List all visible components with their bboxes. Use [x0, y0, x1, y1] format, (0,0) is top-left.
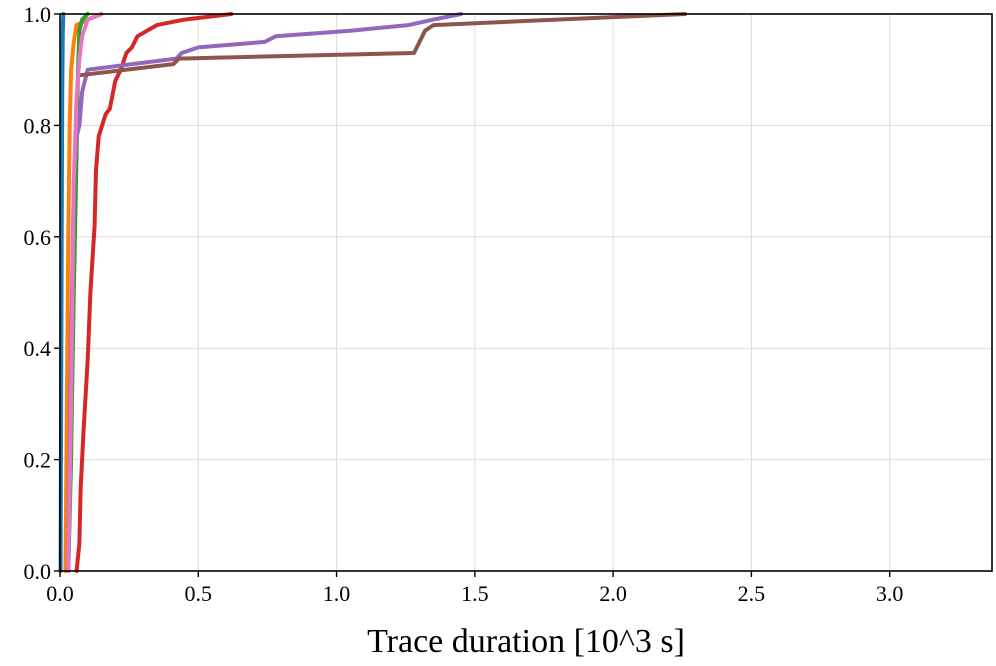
grid-layer: [60, 14, 992, 571]
series-red-line: [74, 12, 234, 573]
x-tick-label: 3.0: [876, 581, 904, 606]
x-tick-label: 0.5: [185, 581, 213, 606]
x-tick-label: 2.0: [599, 581, 627, 606]
series-purple-line: [66, 12, 463, 573]
series-orange-line: [63, 12, 104, 573]
series-brown-line: [77, 12, 687, 78]
x-tick-label: 2.5: [738, 581, 766, 606]
tick-layer: 0.0 0.5 1.0 1.5 2.0 2.5 3.0 0.0 0.2 0.4 0.6 0.8 1.0: [24, 2, 904, 606]
x-tick-label: 1.5: [461, 581, 489, 606]
series-pink-line: [66, 12, 104, 573]
series-blue-line: [58, 12, 66, 573]
series-layer: [58, 12, 687, 573]
x-tick-label: 0.0: [46, 581, 74, 606]
y-tick-label: 0.2: [24, 448, 52, 473]
x-tick-label: 1.0: [323, 581, 351, 606]
y-tick-label: 0.4: [24, 336, 52, 361]
y-tick-label: 1.0: [24, 2, 52, 27]
x-axis-label: Trace duration [10^3 s]: [367, 623, 685, 660]
y-tick-label: 0.8: [24, 113, 52, 138]
y-tick-label: 0.6: [24, 225, 52, 250]
plot-frame: [59, 13, 993, 572]
y-tick-label: 0.0: [24, 559, 52, 584]
